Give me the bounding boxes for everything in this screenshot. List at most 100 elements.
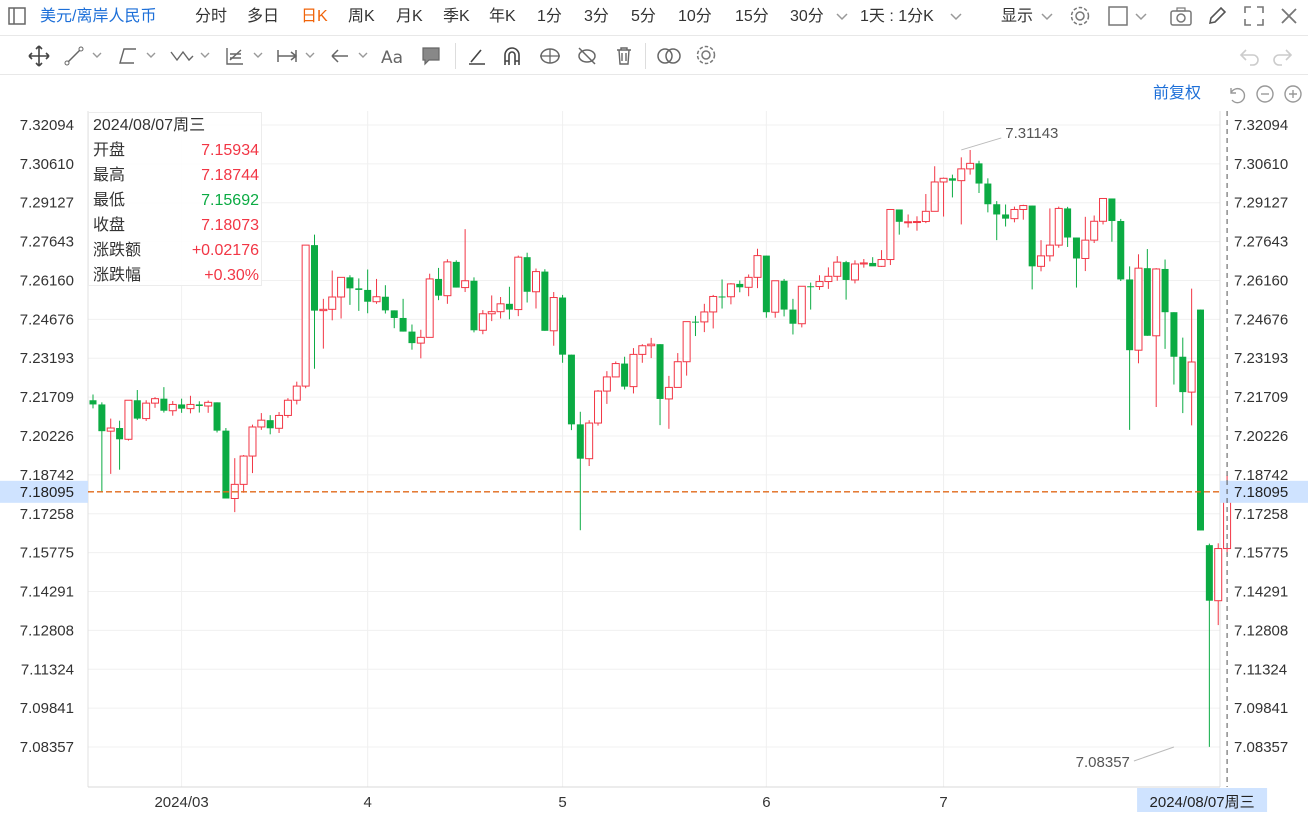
display-menu[interactable]: 显示 [1001,8,1034,25]
zoom-in-icon[interactable] [1283,84,1303,104]
y-tick-label-right: 7.32094 [1234,117,1288,134]
high-label: 最高 [93,167,126,184]
y-tick-label-left: 7.26160 [20,272,74,289]
symbol-title[interactable]: 美元/离岸人民币 [40,8,157,25]
y-tick-label-right: 7.27643 [1234,234,1288,251]
candle-body [204,401,213,407]
trend-line-icon[interactable] [64,46,84,66]
magnet-icon[interactable] [501,45,523,67]
candle-body [877,259,886,267]
ohlc-info-panel: 2024/08/07周三 开盘 7.15934 最高 7.18744 最低 7.156… [88,112,262,286]
x-tick-label: 7 [939,794,947,811]
candle-body [381,296,389,311]
chevron-down-icon[interactable] [146,52,156,60]
candle-body [514,256,523,311]
candle-body [151,398,160,404]
low-annotation-label: 7.08357 [1076,754,1130,771]
candle-body [939,177,948,183]
ohlc-date: 2024/08/07周三 [93,113,259,138]
camera-icon[interactable] [1169,5,1193,27]
undo-icon[interactable] [1238,45,1262,67]
chevron-down-icon[interactable] [305,52,315,60]
y-tick-label-left: 7.21709 [20,389,74,406]
chevron-down-icon[interactable] [1135,12,1147,22]
period-tab-quarter[interactable]: 季K [443,8,470,25]
redo-icon[interactable] [1270,45,1294,67]
period-tab-year[interactable]: 年K [489,8,516,25]
y-tick-label-right: 7.09841 [1234,700,1288,717]
candle-body [984,183,992,205]
period-tab-3min[interactable]: 3分 [584,8,609,25]
period-tab-1min[interactable]: 1分 [537,8,562,25]
trash-icon[interactable] [613,45,635,67]
settings-gear-icon[interactable] [1069,5,1091,27]
ohlc-row-change-pct: 涨跌幅 +0.30% [93,263,259,288]
period-tab-15min[interactable]: 15分 [735,8,769,25]
candle-body [1205,545,1213,601]
channel-line-icon[interactable] [117,46,139,66]
candle-body [559,297,567,355]
period-tab-5min[interactable]: 5分 [631,8,656,25]
chevron-down-icon[interactable] [1041,12,1053,22]
candle-body [292,385,301,401]
close-icon[interactable] [1278,5,1300,27]
comment-icon[interactable] [420,45,442,67]
candle-body [372,296,381,303]
draw-line-icon[interactable] [466,45,488,67]
candle-body [602,376,611,392]
fullscreen-icon[interactable] [1243,5,1265,27]
range-select[interactable]: 1天 : 1分K [860,8,934,25]
square-select-icon[interactable] [1107,5,1129,27]
price-adjust-label[interactable]: 前复权 [1153,85,1202,102]
fibonacci-icon[interactable] [224,45,246,67]
chevron-down-icon[interactable] [358,52,368,60]
candle-body [753,255,762,278]
measure-range-icon[interactable] [275,46,299,66]
candle-body [549,297,558,332]
ohlc-row-open: 开盘 7.15934 [93,138,259,163]
period-tab-day[interactable]: 日K [301,8,328,25]
zoom-out-icon[interactable] [1255,84,1275,104]
reset-icon[interactable] [1226,84,1246,104]
y-tick-label-right: 7.21709 [1234,389,1288,406]
hide-drawings-icon[interactable] [576,45,598,67]
chevron-down-icon[interactable] [200,52,210,60]
lock-drawing-icon[interactable] [538,45,562,67]
change-pct-value: +0.30% [204,267,259,284]
candle-body [257,419,266,428]
candle-body [726,283,735,298]
period-tab-month[interactable]: 月K [396,8,423,25]
chevron-down-icon[interactable] [950,12,962,22]
period-tab-10min[interactable]: 10分 [678,8,712,25]
chevron-down-icon[interactable] [836,12,848,22]
arrow-left-icon[interactable] [329,46,351,66]
y-tick-label-right: 7.18742 [1234,467,1288,484]
sidebar-toggle-icon[interactable] [8,7,26,25]
candlestick-chart[interactable]: 7.32094 7.32094 7.30610 7.30610 7.29127 7.291… [0,75,1308,828]
period-tab-multiday[interactable]: 多日 [247,8,280,25]
high-annotation-label: 7.31143 [1005,125,1058,142]
candle-body [993,204,1001,215]
candle-body [390,310,398,318]
pencil-icon[interactable] [1206,5,1228,27]
y-tick-label-right: 7.24676 [1234,311,1288,328]
chevron-down-icon[interactable] [253,52,263,60]
y-tick-label-left: 7.08357 [20,739,74,756]
y-tick-label-right: 7.23193 [1234,350,1288,367]
text-font-icon[interactable]: Aa [380,44,408,68]
period-tab-week[interactable]: 周K [348,8,375,25]
zigzag-pattern-icon[interactable] [169,46,195,66]
move-crosshair-icon[interactable] [27,44,51,68]
svg-text:Aa: Aa [381,48,403,68]
x-tick-label: 5 [558,794,566,811]
settings-gear-icon[interactable] [695,44,717,66]
chevron-down-icon[interactable] [92,52,102,60]
period-tab-timeshare[interactable]: 分时 [195,8,228,25]
candle-body [771,280,780,313]
y-tick-label-left: 7.14291 [20,584,74,601]
period-tab-30min[interactable]: 30分 [790,8,824,25]
y-tick-label-left: 7.24676 [20,311,74,328]
candle-body [364,289,372,302]
compare-icon[interactable] [655,45,683,67]
candle-body [1099,197,1108,222]
